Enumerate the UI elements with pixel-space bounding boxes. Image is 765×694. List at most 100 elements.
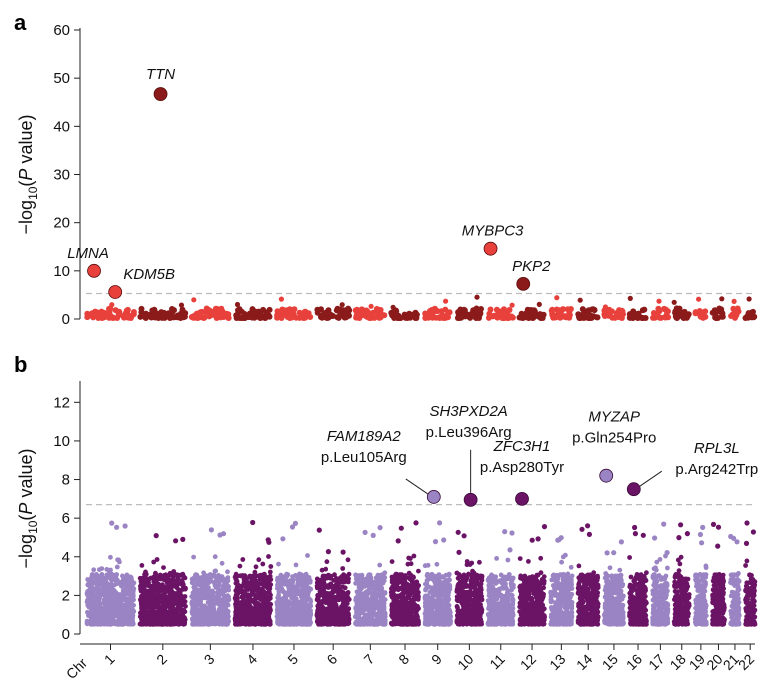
y-tick-label: 2: [62, 587, 70, 604]
background-point: [324, 559, 330, 565]
outlier-point: [109, 302, 115, 308]
background-point: [377, 314, 384, 321]
background-point: [344, 620, 349, 625]
background-point: [161, 565, 166, 570]
y-axis-title-italic: P: [16, 503, 36, 515]
background-point: [564, 306, 571, 313]
background-point: [321, 580, 327, 586]
background-point: [661, 305, 668, 312]
background-point: [161, 620, 167, 626]
background-point: [282, 604, 288, 610]
background-point: [681, 308, 688, 315]
y-axis-title-suffix: value): [16, 449, 36, 503]
background-point: [130, 309, 137, 315]
background-point: [234, 573, 240, 579]
background-point: [359, 606, 365, 612]
background-point: [221, 597, 227, 603]
outlier-point: [368, 303, 374, 309]
background-point: [340, 597, 346, 603]
background-point: [425, 562, 431, 568]
background-point: [152, 574, 157, 580]
background-point: [252, 569, 258, 575]
background-point: [352, 307, 359, 314]
background-point: [119, 582, 124, 587]
background-point: [99, 580, 105, 585]
panel-letter-a: a: [14, 10, 27, 35]
y-tick-label: 20: [53, 215, 70, 232]
background-point: [268, 577, 274, 582]
background-point: [212, 305, 219, 312]
y-tick-label: 50: [53, 70, 70, 87]
background-point: [116, 603, 121, 609]
outlier-point: [316, 527, 322, 533]
background-point: [250, 576, 256, 581]
background-point: [257, 311, 264, 318]
background-point: [301, 609, 307, 615]
background-point: [321, 598, 326, 604]
background-point: [236, 621, 242, 627]
background-point: [286, 607, 291, 613]
background-point: [146, 604, 152, 610]
y-axis-title-paren: (: [16, 515, 36, 521]
background-point: [192, 590, 198, 596]
background-point: [297, 580, 303, 586]
background-point: [258, 607, 264, 612]
background-point: [158, 583, 164, 589]
hit-point-lmna: [87, 263, 101, 278]
background-point: [303, 571, 309, 577]
background-point: [382, 590, 388, 595]
background-point: [233, 580, 239, 586]
outlier-point: [173, 538, 179, 544]
background-point: [307, 614, 312, 620]
background-point: [117, 620, 123, 626]
y-axis-title-suffix: value): [16, 115, 36, 169]
background-point: [262, 314, 269, 321]
y-tick-label: 6: [62, 510, 70, 527]
background-point: [293, 617, 299, 623]
background-point: [324, 614, 329, 619]
background-point: [137, 621, 143, 627]
background-point: [359, 572, 365, 578]
background-point: [576, 314, 582, 320]
background-point: [397, 600, 403, 606]
background-point: [260, 577, 266, 583]
background-point: [226, 584, 232, 590]
background-point: [111, 618, 116, 624]
background-point: [239, 594, 245, 600]
background-point: [326, 600, 332, 606]
outlier-point: [114, 524, 120, 530]
background-point: [380, 594, 386, 600]
background-point: [291, 306, 298, 313]
gene-label: PKP2: [512, 258, 551, 275]
background-point: [325, 585, 331, 590]
background-point: [200, 607, 206, 613]
background-point: [676, 307, 683, 314]
background-point: [305, 553, 310, 558]
background-point: [139, 563, 145, 568]
background-point: [355, 577, 361, 583]
background-point: [406, 575, 412, 581]
background-point: [336, 621, 342, 627]
y-tick-label: 60: [53, 22, 70, 39]
background-point: [261, 572, 267, 578]
background-point: [217, 309, 224, 316]
background-point: [745, 312, 752, 319]
outlier-point: [395, 538, 401, 544]
y-axis-title-paren: (: [16, 181, 36, 187]
background-point: [128, 575, 134, 580]
background-point: [155, 618, 161, 623]
background-point: [335, 314, 342, 321]
background-point: [302, 594, 308, 600]
background-point: [268, 564, 274, 569]
background-point: [151, 579, 157, 585]
background-point: [245, 619, 251, 625]
background-point: [201, 584, 207, 590]
background-point: [205, 306, 212, 313]
background-point: [353, 312, 360, 319]
background-point: [340, 566, 346, 571]
background-point: [374, 578, 380, 583]
background-point: [441, 313, 448, 320]
background-point: [416, 568, 421, 574]
y-axis-title-italic: P: [16, 169, 36, 181]
